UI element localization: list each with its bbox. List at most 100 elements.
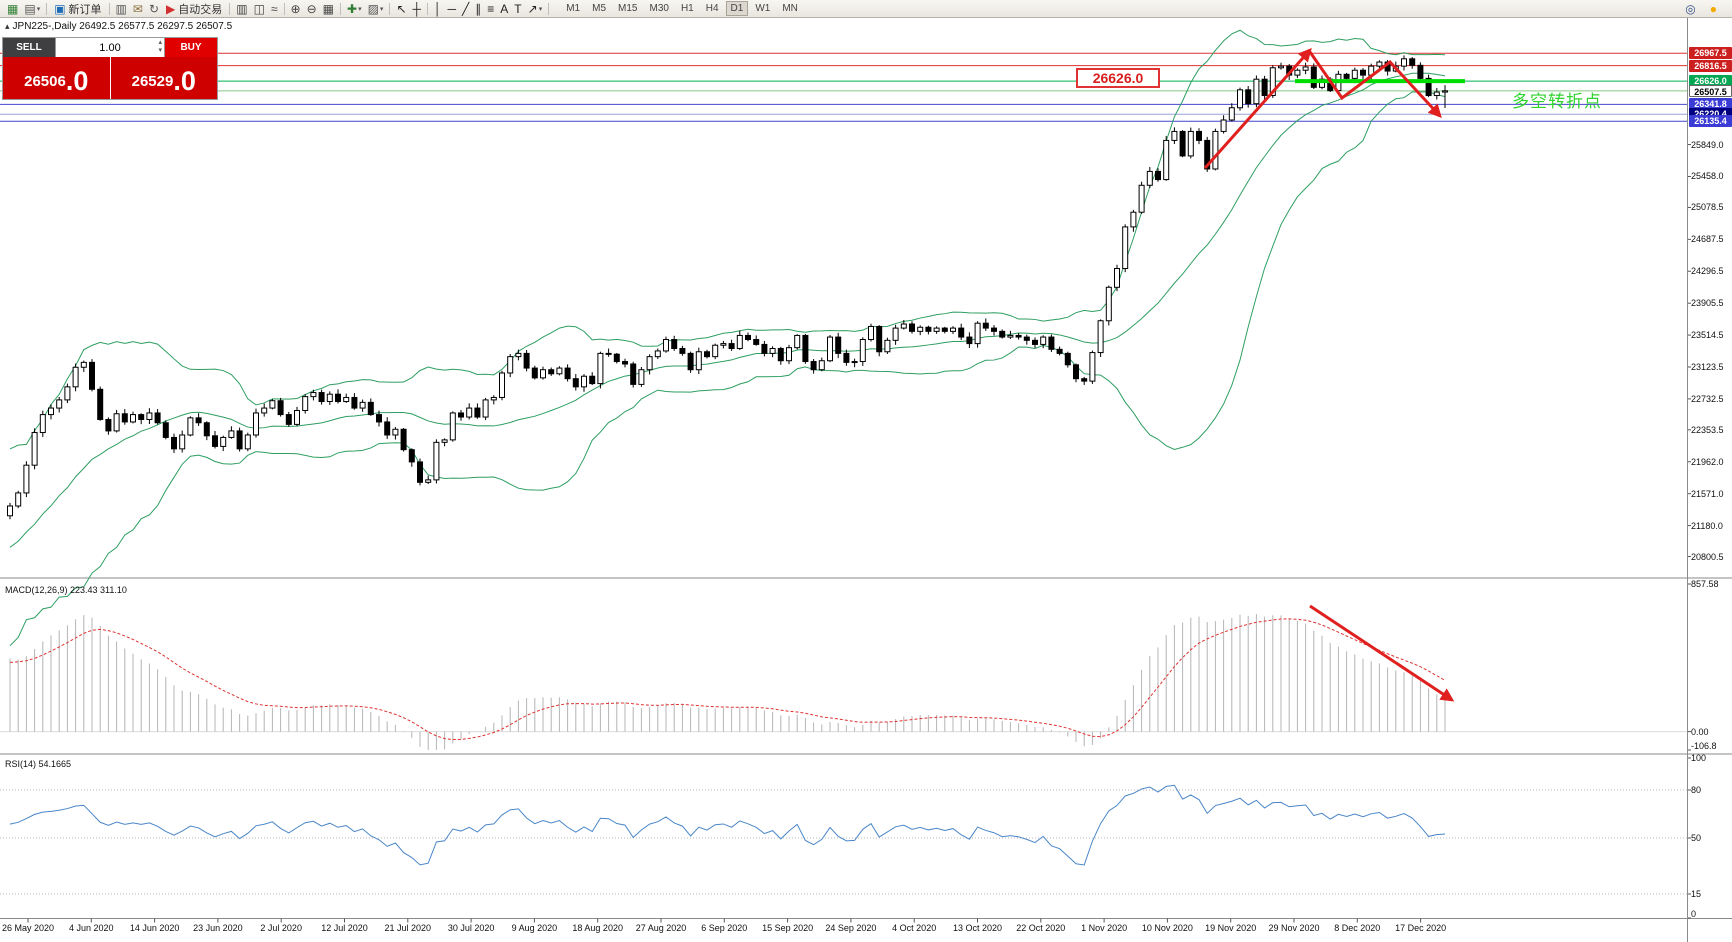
zoom-out-icon[interactable]: ⊖ (304, 1, 320, 17)
macd-indicator-label: MACD(12,26,9) 223.43 311.10 (5, 585, 127, 595)
price-level-box: 26967.5 (1689, 47, 1732, 60)
price-tick-label: 21962.0 (1691, 456, 1724, 467)
timeframe-button-h1[interactable]: H1 (680, 3, 694, 14)
date-label: 29 Nov 2020 (1268, 923, 1320, 933)
buy-price-panel[interactable]: 26529.0 (111, 57, 218, 99)
label-icon[interactable]: T (511, 1, 524, 17)
volume-stepper[interactable]: ▴ ▾ (158, 39, 162, 55)
chart-bars-icon[interactable]: ▥ (233, 1, 250, 17)
rsi-axis-label: 80 (1691, 785, 1702, 795)
price-annotation-label[interactable]: 26626.0 (1076, 68, 1160, 88)
new-order-icon: ▣ (54, 1, 66, 16)
date-label: 19 Nov 2020 (1205, 923, 1257, 933)
date-label: 13 Oct 2020 (952, 923, 1003, 933)
date-label: 9 Aug 2020 (511, 923, 558, 933)
volume-up-icon[interactable]: ▴ (158, 39, 162, 46)
price-scale[interactable]: 25849.0 25458.0 25078.5 24687.5 24296.5 23905… (1687, 0, 1732, 942)
macd-down-arrow[interactable] (1309, 604, 1455, 702)
timeframe-button-m1[interactable]: M1 (566, 3, 581, 14)
new-chart-icon[interactable]: ▦ (4, 1, 21, 17)
timeframe-button-m30[interactable]: M30 (649, 3, 669, 14)
sell-price-decimal: .0 (65, 66, 89, 96)
timeframe-button-m5[interactable]: M5 (592, 3, 607, 14)
rsi-axis-label: 50 (1691, 833, 1702, 843)
date-label: 21 Jul 2020 (384, 923, 432, 933)
vertical-line-icon: │ (434, 1, 442, 16)
chart-line-icon[interactable]: ≈ (268, 1, 281, 17)
vertical-line-icon[interactable]: │ (431, 1, 445, 17)
turning-point-annotation[interactable]: 多空转折点 (1512, 92, 1602, 111)
search-icon[interactable]: ◎ (1682, 1, 1698, 17)
date-label: 24 Sep 2020 (825, 923, 877, 933)
timeframe-button-d1[interactable]: D1 (725, 1, 749, 16)
mail-icon[interactable]: ✉ (130, 1, 146, 17)
price-divider (109, 57, 111, 99)
history-icon: ↻ (148, 1, 160, 16)
dropdown-arrow-icon[interactable]: ▾ (36, 5, 41, 13)
time-axis[interactable]: 26 May 2020 4 Jun 2020 14 Jun 2020 23 Jun 2… (0, 919, 1688, 942)
zoom-in-icon[interactable]: ⊕ (288, 1, 304, 17)
double-top-zigzag-arrow[interactable] (1308, 51, 1442, 118)
volume-field[interactable]: 1.00 ▴ ▾ (55, 38, 165, 57)
autotrade-button[interactable]: ▶ 自动交易 (162, 1, 226, 17)
print-icon[interactable]: ▥ (113, 1, 130, 17)
date-label: 12 Jul 2020 (321, 923, 368, 933)
timeframe-button-m15[interactable]: M15 (618, 3, 638, 14)
fibonacci-icon[interactable]: ≡ (484, 1, 497, 17)
cursor-icon[interactable]: ↖ (393, 1, 409, 17)
one-click-trading-widget: SELL 1.00 ▴ ▾ BUY 26506.0 26529.0 (2, 37, 218, 100)
volume-down-icon[interactable]: ▾ (158, 47, 162, 54)
date-label: 6 Sep 2020 (701, 923, 748, 933)
templates-icon[interactable]: ▨ ▾ (365, 1, 387, 17)
dropdown-arrow-icon[interactable]: ▾ (358, 5, 362, 13)
new-order-button[interactable]: ▣ 新订单 (50, 1, 105, 17)
print-icon: ▥ (115, 1, 127, 16)
date-label: 4 Jun 2020 (69, 923, 114, 933)
buy-price-decimal: .0 (173, 66, 196, 96)
volume-value[interactable]: 1.00 (99, 41, 121, 54)
zoom-in-icon: ⊕ (290, 1, 301, 16)
channel-icon: ∥ (475, 1, 482, 16)
shapes-icon[interactable]: ↗ ▾ (525, 1, 546, 17)
horizontal-line-icon[interactable]: ─ (445, 1, 460, 17)
timeframe-button-h4[interactable]: H4 (705, 3, 719, 14)
timeframe-button-mn[interactable]: MN (782, 3, 798, 14)
account-badge-icon[interactable]: ● (1707, 1, 1720, 17)
price-tick-label: 22353.5 (1691, 424, 1724, 435)
sell-button[interactable]: SELL (3, 38, 55, 57)
timeframe-button-w1[interactable]: W1 (755, 3, 771, 14)
rsi-axis-label: 15 (1691, 889, 1702, 899)
search-icon: ◎ (1685, 1, 1696, 16)
rsi-indicator-label: RSI(14) 54.1665 (5, 759, 72, 769)
trendline-icon[interactable]: ╱ (459, 1, 472, 17)
macd-axis-label: 857.58 (1691, 579, 1719, 589)
date-label: 27 Aug 2020 (635, 923, 687, 933)
horizontal-line-icon: ─ (447, 1, 457, 16)
date-label: 2 Jul 2020 (260, 923, 302, 933)
buy-button[interactable]: BUY (165, 38, 217, 57)
macd-axis-label: 0.00 (1691, 726, 1709, 737)
price-level-box: 26135.4 (1689, 115, 1732, 128)
profiles-icon[interactable]: ▤ ▾ (21, 1, 43, 17)
fibonacci-icon: ≡ (487, 1, 495, 16)
date-label: 30 Jul 2020 (447, 923, 495, 933)
indicators-icon[interactable]: ✚ ▾ (344, 1, 365, 17)
toolbar-separator (283, 2, 285, 15)
toolbar-separator (389, 2, 391, 15)
autotrade-icon: ▶ (166, 1, 176, 16)
tile-windows-icon[interactable]: ▦ (320, 1, 337, 17)
sell-price-panel[interactable]: 26506.0 (3, 57, 110, 99)
crosshair-icon[interactable]: ┼ (410, 1, 425, 17)
channel-icon[interactable]: ∥ (472, 1, 484, 17)
price-tick-label: 22732.5 (1691, 393, 1724, 404)
dropdown-arrow-icon[interactable]: ▾ (538, 5, 543, 13)
trend-up-arrow[interactable] (1203, 47, 1312, 169)
dropdown-arrow-icon[interactable]: ▾ (379, 5, 384, 13)
history-icon[interactable]: ↻ (146, 1, 162, 17)
price-level-box: 26341.8 (1689, 98, 1732, 111)
chart-candles-icon[interactable]: ◫ (251, 1, 268, 17)
price-tick-label: 23123.5 (1691, 361, 1724, 372)
text-icon[interactable]: A (497, 1, 511, 17)
price-level-box: 26507.5 (1689, 84, 1732, 97)
